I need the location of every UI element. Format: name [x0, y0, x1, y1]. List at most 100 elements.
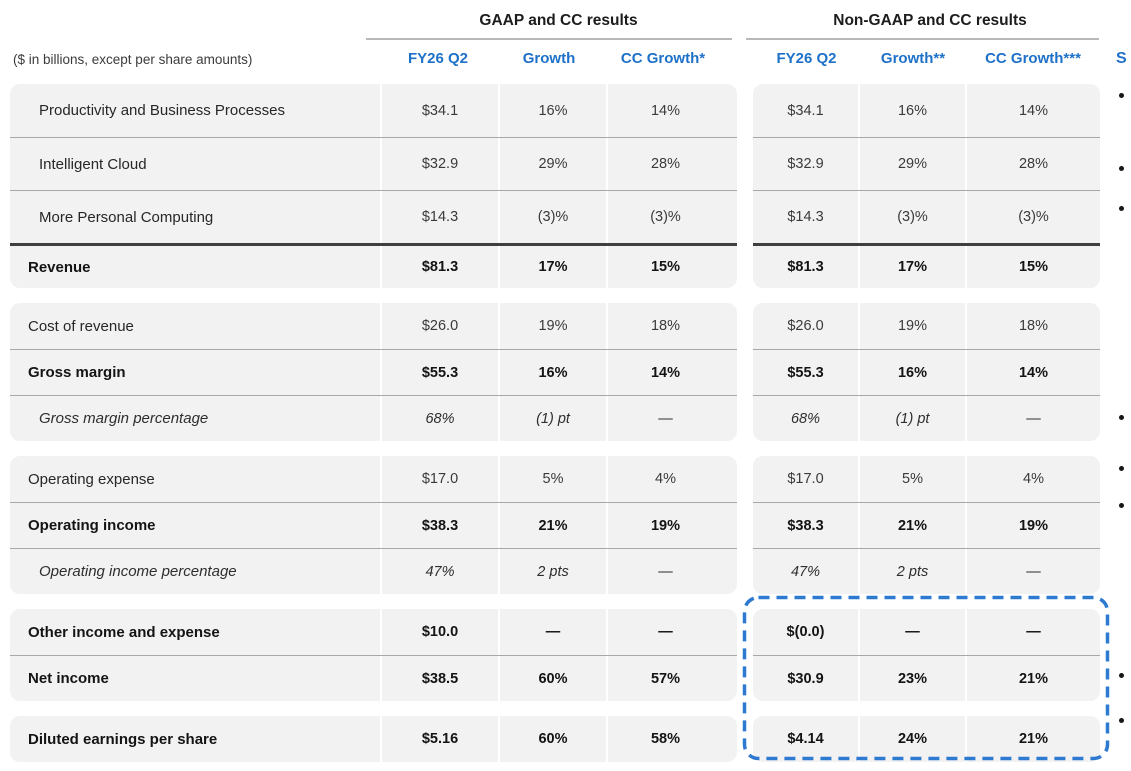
bullet-marker — [1119, 673, 1124, 678]
table-row: Gross margin percentage 68% (1) pt — — [10, 395, 737, 441]
value-cell: 47% — [382, 549, 498, 594]
value-cell: — — [967, 609, 1100, 655]
summary-heading-partial: S — [1116, 50, 1127, 67]
value-cell: 15% — [967, 246, 1100, 288]
value-cell: 60% — [500, 716, 606, 762]
row-label: Intelligent Cloud — [10, 138, 380, 190]
table-row: 47% 2 pts — — [753, 548, 1100, 594]
row-label: Diluted earnings per share — [10, 716, 380, 762]
value-cell: (1) pt — [500, 396, 606, 441]
row-label: More Personal Computing — [10, 191, 380, 243]
row-block: $26.0 19% 18% $55.3 16% 14% 68% (1) pt — — [753, 303, 1100, 441]
value-cell: 19% — [860, 303, 965, 349]
value-cell: 17% — [860, 246, 965, 288]
value-cell: $32.9 — [382, 138, 498, 190]
value-cell: 17% — [500, 246, 606, 288]
value-cell: $26.0 — [382, 303, 498, 349]
value-cell: $81.3 — [753, 246, 858, 288]
value-cell: 4% — [608, 456, 737, 502]
value-cell: $38.3 — [382, 503, 498, 548]
table-row: $38.3 21% 19% — [753, 502, 1100, 548]
table-row: Net income $38.5 60% 57% — [10, 655, 737, 701]
column-header-nongaap-cc-growth: CC Growth*** — [985, 50, 1081, 67]
gaap-panel: Productivity and Business Processes $34.1… — [10, 84, 737, 771]
value-cell: — — [608, 396, 737, 441]
non-gaap-group-title: Non-GAAP and CC results — [833, 12, 1027, 29]
non-gaap-group-rule — [746, 38, 1099, 40]
row-label: Revenue — [10, 246, 380, 288]
table-row: Diluted earnings per share $5.16 60% 58% — [10, 716, 737, 762]
gaap-group-title: GAAP and CC results — [479, 12, 638, 29]
value-cell: 47% — [753, 549, 858, 594]
bullet-marker — [1119, 718, 1124, 723]
value-cell: 5% — [860, 456, 965, 502]
value-cell: $81.3 — [382, 246, 498, 288]
row-label: Operating income percentage — [10, 549, 380, 594]
row-label: Gross margin percentage — [10, 396, 380, 441]
bullet-marker — [1119, 503, 1124, 508]
row-block: Productivity and Business Processes $34.1… — [10, 84, 737, 288]
bullet-marker — [1119, 166, 1124, 171]
row-label: Operating income — [10, 503, 380, 548]
value-cell: 16% — [500, 84, 606, 137]
table-row: Operating expense $17.0 5% 4% — [10, 456, 737, 502]
value-cell: — — [608, 609, 737, 655]
row-label: Operating expense — [10, 456, 380, 502]
table-row: $30.9 23% 21% — [753, 655, 1100, 701]
value-cell: — — [967, 396, 1100, 441]
units-note: ($ in billions, except per share amounts… — [13, 52, 253, 67]
column-header-gaap-cc-growth: CC Growth* — [620, 50, 706, 67]
table-row: 68% (1) pt — — [753, 395, 1100, 441]
table-row: Revenue $81.3 17% 15% — [10, 243, 737, 288]
row-label: Cost of revenue — [10, 303, 380, 349]
bullet-marker — [1119, 415, 1124, 420]
bullet-marker — [1119, 206, 1124, 211]
table-row: $34.1 16% 14% — [753, 84, 1100, 137]
value-cell: — — [608, 549, 737, 594]
table-row: Cost of revenue $26.0 19% 18% — [10, 303, 737, 349]
value-cell: $32.9 — [753, 138, 858, 190]
value-cell: 14% — [608, 350, 737, 395]
bullet-marker — [1119, 466, 1124, 471]
value-cell: 23% — [860, 656, 965, 701]
value-cell: — — [967, 549, 1100, 594]
value-cell: 16% — [500, 350, 606, 395]
row-block: $34.1 16% 14% $32.9 29% 28% $14.3 (3)% (3)% $81.3… — [753, 84, 1100, 288]
value-cell: $38.5 — [382, 656, 498, 701]
value-cell: $10.0 — [382, 609, 498, 655]
value-cell: $(0.0) — [753, 609, 858, 655]
value-cell: 19% — [500, 303, 606, 349]
non-gaap-panel: $34.1 16% 14% $32.9 29% 28% $14.3 (3)% (3)% $81.3… — [753, 84, 1100, 771]
table-row: $4.14 24% 21% — [753, 716, 1100, 762]
value-cell: 16% — [860, 350, 965, 395]
value-cell: $17.0 — [382, 456, 498, 502]
value-cell: 21% — [967, 656, 1100, 701]
value-cell: $55.3 — [382, 350, 498, 395]
value-cell: $26.0 — [753, 303, 858, 349]
column-header-gaap-growth: Growth — [522, 50, 576, 67]
value-cell: 58% — [608, 716, 737, 762]
value-cell: 15% — [608, 246, 737, 288]
table-row: Gross margin $55.3 16% 14% — [10, 349, 737, 395]
column-header-gaap-quarter: FY26 Q2 — [407, 50, 469, 67]
table-row: Other income and expense $10.0— — — [10, 609, 737, 655]
table-row: Intelligent Cloud $32.9 29% 28% — [10, 137, 737, 190]
value-cell: 18% — [967, 303, 1100, 349]
table-row: Operating income percentage 47% 2 pts — — [10, 548, 737, 594]
column-header-nongaap-quarter: FY26 Q2 — [776, 50, 837, 67]
table-row: $55.3 16% 14% — [753, 349, 1100, 395]
row-block: $4.14 24% 21% — [753, 716, 1100, 762]
table-row: Productivity and Business Processes $34.1… — [10, 84, 737, 137]
table-row: $17.0 5% 4% — [753, 456, 1100, 502]
table-row: Operating income $38.3 21% 19% — [10, 502, 737, 548]
table-row: $26.0 19% 18% — [753, 303, 1100, 349]
value-cell: $5.16 — [382, 716, 498, 762]
value-cell: $34.1 — [753, 84, 858, 137]
row-block: Other income and expense $10.0— — Net incom… — [10, 609, 737, 701]
results-table: Productivity and Business Processes $34.1… — [10, 84, 1100, 771]
row-block: $(0.0) — — $30.9 23% 21% — [753, 609, 1100, 701]
row-block: Operating expense $17.0 5% 4% Operating inco… — [10, 456, 737, 594]
value-cell: 28% — [608, 138, 737, 190]
row-block: $17.0 5% 4% $38.3 21% 19% 47% 2 pts — — [753, 456, 1100, 594]
table-row: $14.3 (3)% (3)% — [753, 190, 1100, 243]
